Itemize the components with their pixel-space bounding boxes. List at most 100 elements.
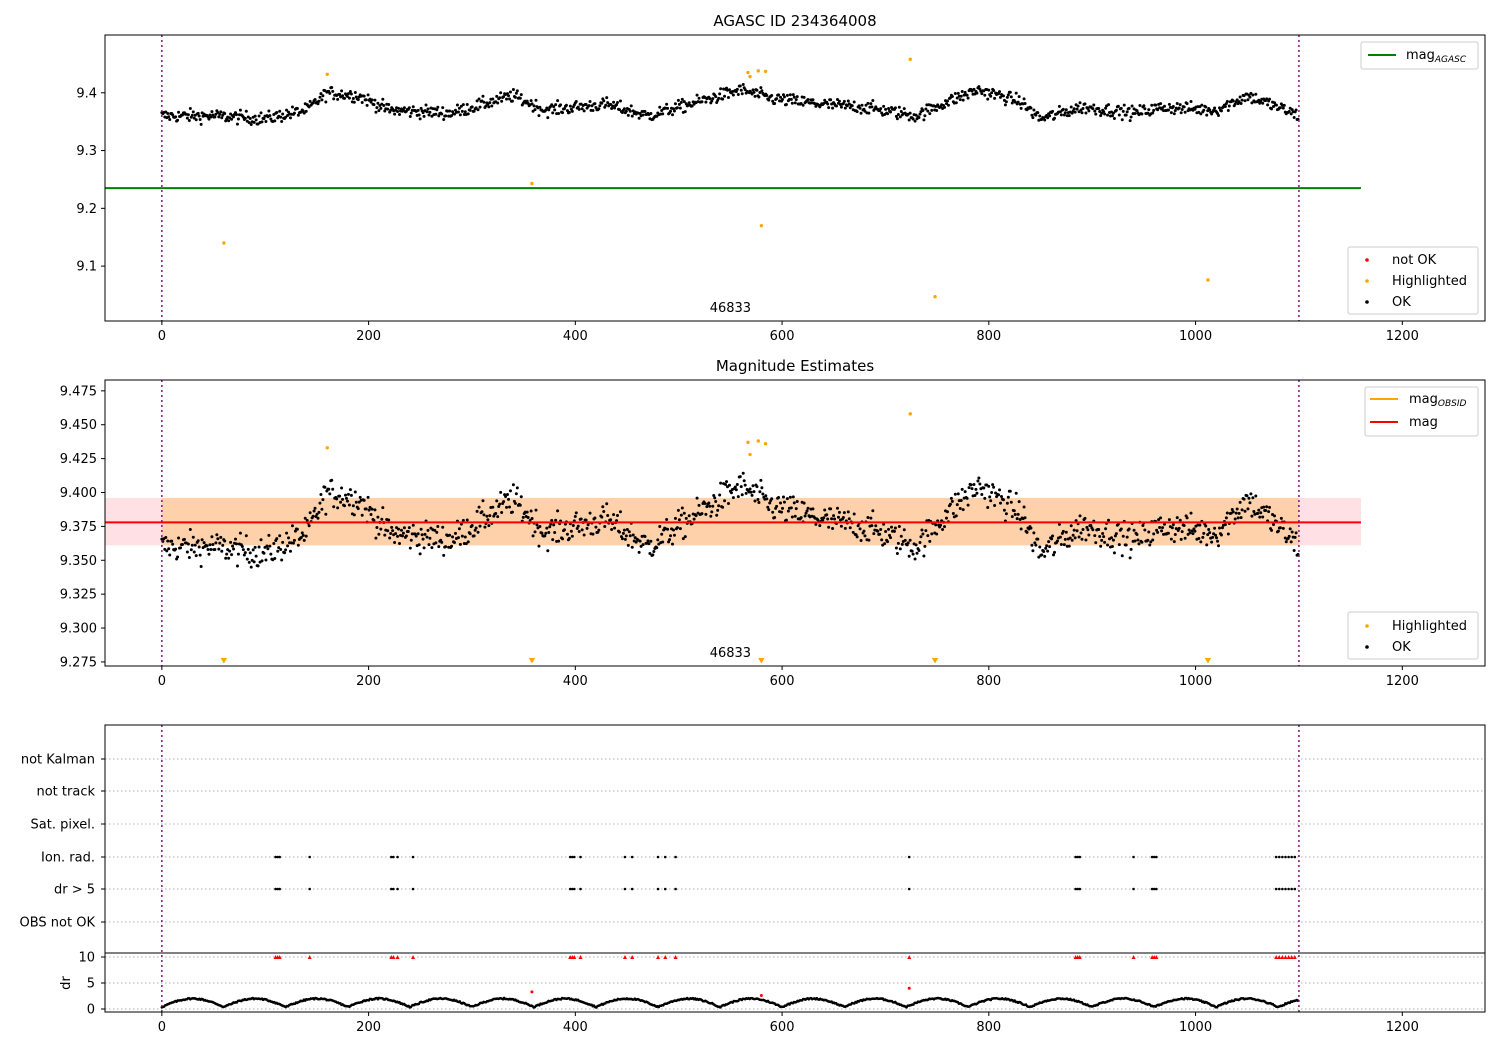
ok-point-16 bbox=[176, 118, 180, 122]
ok-point-737 bbox=[884, 107, 888, 111]
ok-point-942 bbox=[1085, 525, 1089, 529]
ok-point-869 bbox=[1013, 100, 1017, 104]
ok-point-646 bbox=[794, 507, 798, 511]
ok-point-562 bbox=[712, 493, 716, 497]
ok-point-710 bbox=[857, 104, 861, 108]
ok-point-66 bbox=[225, 552, 229, 556]
ok-point-93 bbox=[251, 548, 255, 552]
ok-point-978 bbox=[1120, 118, 1124, 122]
ok-point-935 bbox=[1078, 514, 1082, 518]
ok-point-466 bbox=[617, 530, 621, 534]
ok-point-400 bbox=[553, 108, 557, 112]
ok-point-575 bbox=[725, 480, 729, 484]
ok-point-564 bbox=[714, 499, 718, 503]
ok-point-875 bbox=[1019, 527, 1023, 531]
ok-point-654 bbox=[802, 95, 806, 99]
ok-point-722 bbox=[869, 102, 873, 106]
ok-point-533 bbox=[683, 535, 687, 539]
ok-point-767 bbox=[913, 119, 917, 123]
ok-point-777 bbox=[923, 114, 927, 118]
ok-point-464 bbox=[616, 513, 620, 517]
ok-point-298 bbox=[452, 112, 456, 116]
ok-point-372 bbox=[525, 510, 529, 514]
ok-point-262 bbox=[417, 543, 421, 547]
ok-point-422 bbox=[574, 511, 578, 515]
ok-point-127 bbox=[285, 531, 289, 535]
highlighted-point-1 bbox=[746, 440, 750, 445]
ok-point-252 bbox=[407, 106, 411, 110]
ok-point-445 bbox=[597, 107, 601, 111]
ok-point-747 bbox=[893, 526, 897, 530]
ok-point-878 bbox=[1022, 97, 1026, 101]
ok-point-1125 bbox=[1265, 97, 1269, 101]
ok-point-240 bbox=[396, 534, 400, 538]
ok-point-368 bbox=[521, 515, 525, 519]
ok-point-631 bbox=[780, 510, 784, 514]
ok-point-517 bbox=[668, 538, 672, 542]
ok-point-6 bbox=[166, 111, 170, 115]
ok-point-312 bbox=[466, 112, 470, 116]
ok-point-375 bbox=[528, 519, 532, 523]
ok-point-1061 bbox=[1202, 108, 1206, 112]
ok-point-193 bbox=[349, 493, 353, 497]
ok-point-532 bbox=[682, 511, 686, 515]
ok-point-827 bbox=[972, 87, 976, 91]
ok-point-142 bbox=[299, 536, 303, 540]
ok-point-695 bbox=[842, 511, 846, 515]
ok-point-391 bbox=[544, 531, 548, 535]
ok-point-1130 bbox=[1270, 107, 1274, 111]
ok-point-442 bbox=[594, 525, 598, 529]
ok-point-1157 bbox=[1296, 117, 1300, 121]
p2-ytick-label-9.4: 9.400 bbox=[60, 486, 97, 501]
ok-point-742 bbox=[889, 110, 893, 114]
ok-point-373 bbox=[526, 516, 530, 520]
ok-point-231 bbox=[387, 518, 391, 522]
dr-gt-5-point-0 bbox=[274, 887, 277, 891]
ok-point-139 bbox=[296, 113, 300, 117]
ok-point-1058 bbox=[1199, 540, 1203, 544]
ok-point-393 bbox=[546, 116, 550, 120]
ok-point-752 bbox=[898, 547, 902, 551]
highlighted-point-4 bbox=[763, 442, 768, 446]
ok-point-1149 bbox=[1288, 527, 1292, 531]
ok-point-1150 bbox=[1289, 540, 1293, 544]
ok-point-929 bbox=[1072, 107, 1076, 111]
ok-point-156 bbox=[313, 97, 317, 101]
ok-point-1066 bbox=[1207, 527, 1211, 531]
ok-point-144 bbox=[301, 533, 305, 537]
ok-point-160 bbox=[317, 99, 321, 103]
ok-point-1075 bbox=[1216, 539, 1220, 543]
ok-point-323 bbox=[477, 97, 481, 101]
ion-rad-point-15 bbox=[663, 855, 667, 859]
ok-point-263 bbox=[418, 117, 422, 121]
ok-point-663 bbox=[811, 98, 815, 102]
ok-point-71 bbox=[230, 553, 234, 557]
ok-point-504 bbox=[655, 546, 659, 550]
ok-point-979 bbox=[1121, 109, 1125, 113]
ok-point-302 bbox=[456, 110, 460, 114]
ok-point-179 bbox=[336, 97, 340, 101]
ok-point-713 bbox=[860, 103, 864, 107]
ok-point-888 bbox=[1032, 108, 1036, 112]
ok-point-961 bbox=[1104, 106, 1108, 110]
ok-point-527 bbox=[677, 102, 681, 106]
ion-rad-point-9 bbox=[570, 855, 574, 859]
ok-point-591 bbox=[740, 92, 744, 96]
ok-point-1087 bbox=[1227, 104, 1231, 108]
ok-point-1096 bbox=[1236, 516, 1240, 520]
ok-point-520 bbox=[671, 542, 675, 546]
ok-point-1009 bbox=[1151, 538, 1155, 542]
panel2-points bbox=[160, 412, 1300, 569]
ok-point-821 bbox=[966, 503, 970, 507]
ok-point-65 bbox=[224, 556, 228, 560]
ok-point-127 bbox=[285, 108, 289, 112]
ok-point-90 bbox=[248, 551, 252, 555]
ok-point-334 bbox=[488, 101, 492, 105]
ok-point-1118 bbox=[1258, 515, 1262, 519]
ok-point-269 bbox=[424, 103, 428, 107]
ok-point-904 bbox=[1048, 545, 1052, 549]
ok-point-403 bbox=[556, 509, 560, 513]
ok-point-210 bbox=[366, 93, 370, 97]
ok-point-30 bbox=[189, 548, 193, 552]
ok-point-21 bbox=[180, 543, 184, 547]
